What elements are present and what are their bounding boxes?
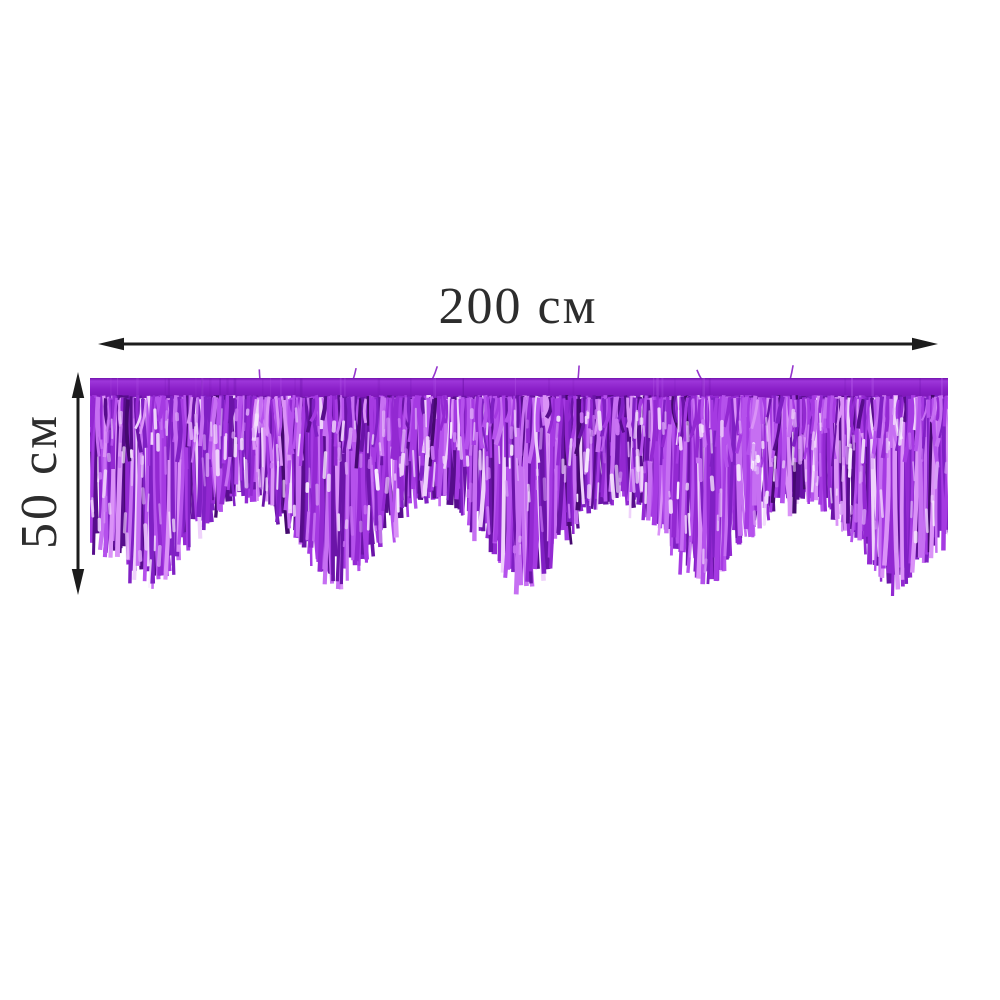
height-dimension-arrow [71,372,85,595]
width-dimension-label: 200 см [438,278,598,335]
width-dimension-arrow [98,337,938,351]
arrowhead-up-icon [71,372,85,398]
arrowhead-down-icon [71,569,85,595]
arrowhead-left-icon [98,337,124,351]
height-dimension-label: 50 см [11,413,68,549]
garland-illustration [90,365,948,597]
arrowhead-right-icon [912,337,938,351]
